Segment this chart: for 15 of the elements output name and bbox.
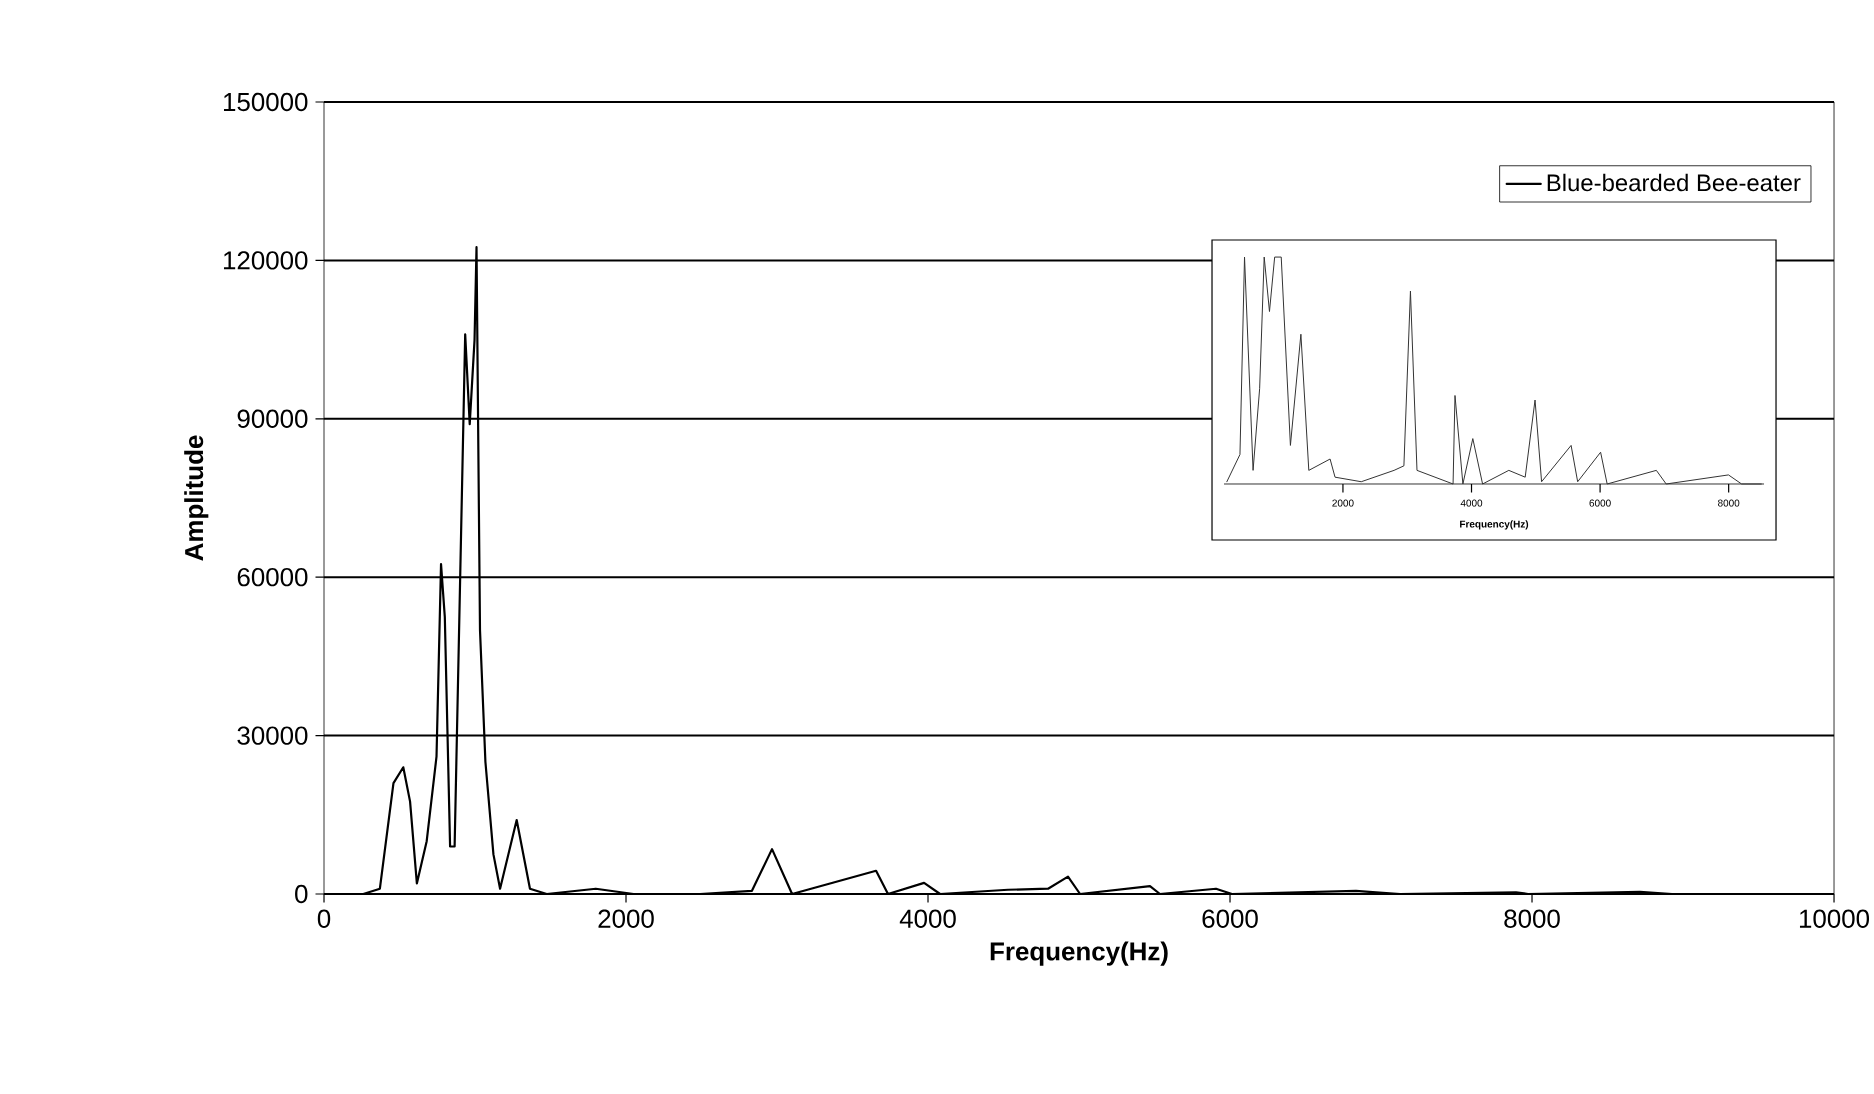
y-tick-label: 60000 bbox=[237, 568, 308, 587]
x-tick-label: 4000 bbox=[899, 909, 956, 928]
y-tick-label: 30000 bbox=[237, 726, 308, 745]
x-axis-title: Frequency(Hz) bbox=[990, 941, 1168, 966]
y-tick-label: 90000 bbox=[237, 409, 308, 428]
legend-label: Blue-bearded Bee-eater bbox=[1547, 173, 1801, 192]
y-axis-title: Amplitude bbox=[184, 435, 209, 561]
x-tick-label: 10000 bbox=[1799, 909, 1870, 928]
y-tick-label: 120000 bbox=[223, 251, 308, 270]
x-tick-label: 2000 bbox=[598, 909, 654, 928]
x-tick-label: 0 bbox=[317, 909, 331, 928]
x-tick-label: 8000 bbox=[1504, 909, 1560, 928]
x-tick-label: 6000 bbox=[1202, 909, 1258, 928]
y-tick-label: 0 bbox=[295, 884, 308, 904]
y-tick-label: 150000 bbox=[223, 92, 308, 112]
